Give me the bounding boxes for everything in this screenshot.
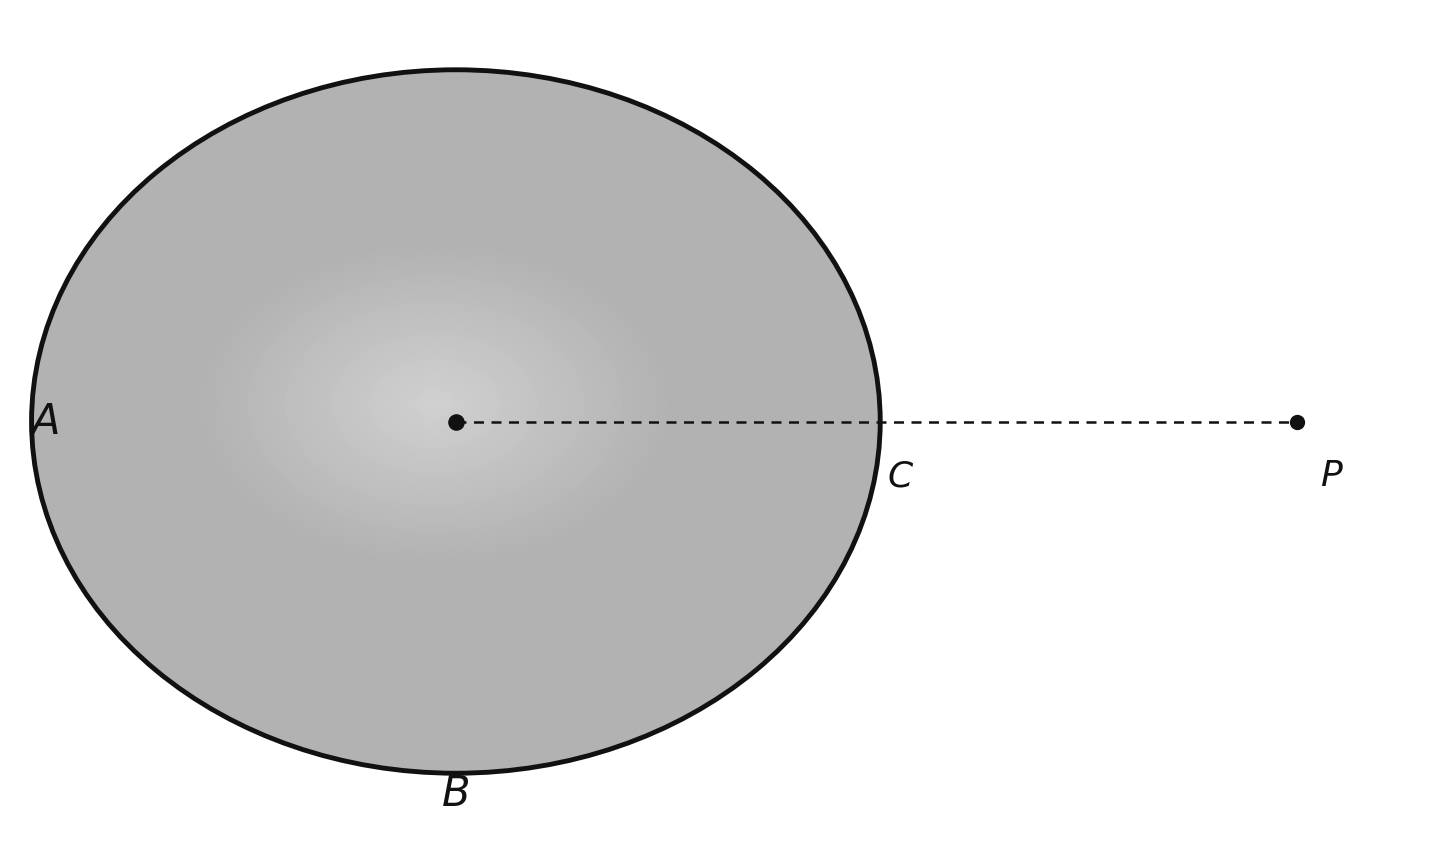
Ellipse shape	[322, 328, 547, 480]
Point	[1285, 415, 1308, 428]
Ellipse shape	[341, 341, 529, 467]
Ellipse shape	[276, 296, 593, 512]
Text: C: C	[888, 459, 913, 493]
Ellipse shape	[238, 271, 631, 537]
Ellipse shape	[267, 290, 602, 518]
Ellipse shape	[257, 283, 612, 524]
Ellipse shape	[360, 353, 510, 454]
Point	[445, 415, 468, 428]
Text: P: P	[1320, 459, 1341, 493]
Ellipse shape	[397, 379, 472, 429]
Ellipse shape	[332, 335, 537, 474]
Ellipse shape	[416, 391, 453, 416]
Ellipse shape	[305, 315, 566, 492]
Ellipse shape	[295, 309, 575, 499]
Ellipse shape	[230, 265, 640, 543]
Ellipse shape	[378, 366, 491, 442]
Ellipse shape	[211, 252, 658, 556]
Ellipse shape	[219, 258, 650, 550]
Ellipse shape	[286, 303, 583, 505]
Ellipse shape	[201, 245, 669, 562]
Ellipse shape	[388, 373, 481, 436]
Text: B: B	[442, 773, 471, 815]
Ellipse shape	[32, 70, 881, 773]
Ellipse shape	[370, 360, 500, 448]
Ellipse shape	[351, 347, 518, 461]
Ellipse shape	[313, 322, 556, 486]
Ellipse shape	[248, 277, 621, 530]
Ellipse shape	[407, 385, 462, 423]
Text: A: A	[32, 400, 61, 443]
Ellipse shape	[426, 398, 443, 411]
